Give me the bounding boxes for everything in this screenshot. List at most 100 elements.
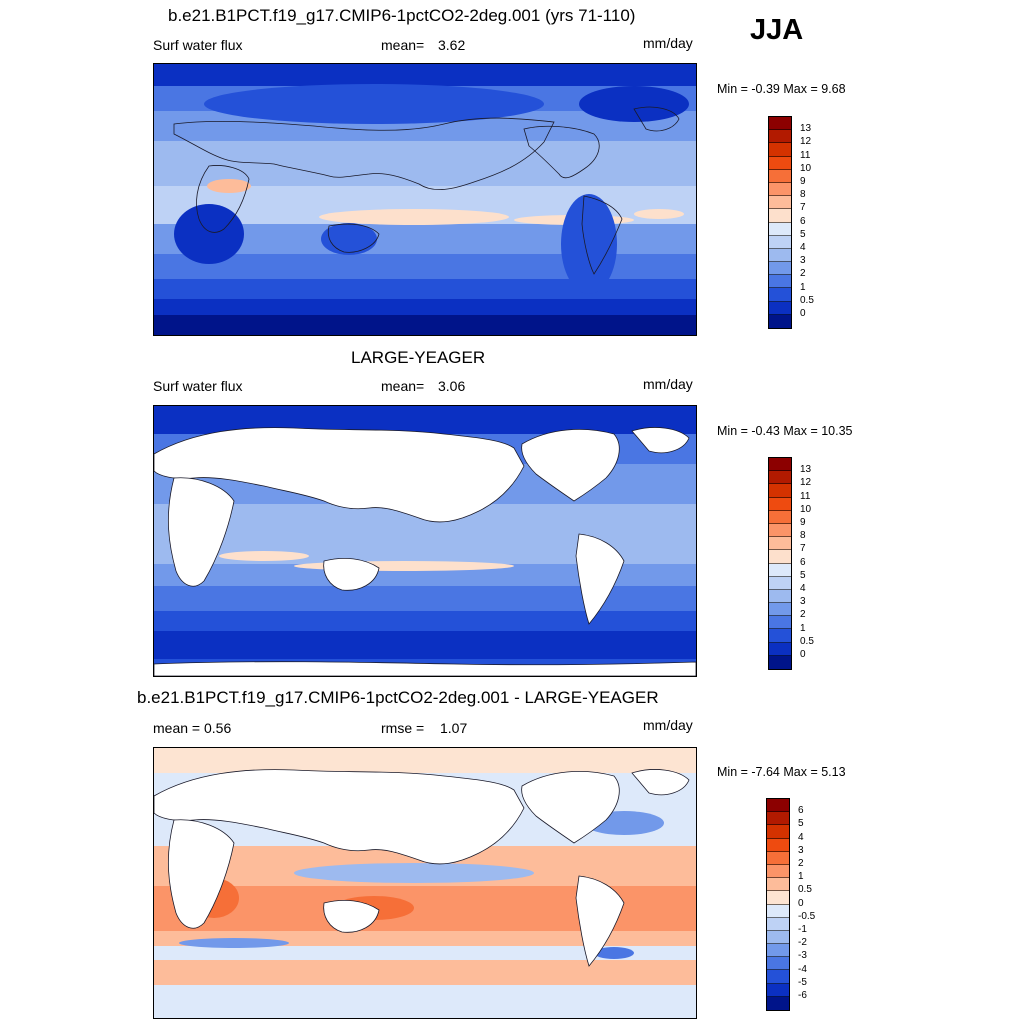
panel3-colorbar-box bbox=[767, 917, 789, 931]
panel1-colorbar-box bbox=[769, 169, 791, 183]
panel1-colorbar-box bbox=[769, 288, 791, 302]
panel2-colorbar bbox=[768, 457, 792, 670]
panel2-colorbar-box bbox=[769, 655, 791, 669]
panel3-colorbar-label: 0 bbox=[798, 897, 804, 909]
panel2-mean-value: 3.06 bbox=[438, 378, 466, 394]
panel3-colorbar-label: 2 bbox=[798, 858, 804, 869]
panel3-colorbar-label: 6 bbox=[798, 805, 804, 817]
panel2-colorbar-box bbox=[769, 523, 791, 538]
panel1-colorbar-box bbox=[769, 314, 791, 328]
panel1-colorbar-box bbox=[769, 222, 791, 236]
panel2-colorbar-label: 12 bbox=[800, 477, 812, 489]
panel3-colorbar-label: 1 bbox=[798, 871, 804, 883]
panel2-minmax: Min = -0.43 Max = 10.35 bbox=[717, 424, 853, 438]
panel3-rmse-value: 1.07 bbox=[440, 720, 468, 736]
panel2-colorbar-label: 9 bbox=[800, 517, 806, 528]
panel1-colorbar-label: 1 bbox=[800, 281, 806, 293]
panel3-colorbar bbox=[766, 798, 790, 1011]
panel1-colorbar-box bbox=[769, 275, 791, 289]
panel1-colorbar-label: 11 bbox=[800, 149, 811, 161]
panel2-variable-label: Surf water flux bbox=[153, 378, 243, 394]
panel1-colorbar-box bbox=[769, 209, 791, 223]
panel3-colorbar-box bbox=[767, 825, 789, 839]
panel1-mean-label: mean= bbox=[381, 37, 425, 53]
panel2-colorbar-box bbox=[769, 563, 791, 577]
panel2-colorbar-label: 0.5 bbox=[800, 635, 814, 647]
panel1-map-canvas bbox=[154, 64, 696, 335]
panel2-colorbar-box bbox=[769, 537, 791, 551]
panel2-colorbar-label: 11 bbox=[800, 490, 811, 502]
panel3-colorbar-box bbox=[767, 970, 789, 984]
panel1-title: b.e21.B1PCT.f19_g17.CMIP6-1pctCO2-2deg.0… bbox=[168, 6, 636, 25]
panel2-map-canvas bbox=[154, 406, 696, 676]
panel2-colorbar-box bbox=[769, 471, 791, 485]
panel3-colorbar-box bbox=[767, 864, 789, 879]
panel2-colorbar-label: 10 bbox=[800, 503, 812, 515]
panel1-units: mm/day bbox=[643, 35, 693, 51]
panel1-colorbar-label: 0 bbox=[800, 308, 806, 319]
panel2-colorbar-box bbox=[769, 616, 791, 630]
panel1-colorbar-label: 4 bbox=[800, 242, 806, 253]
panel2-colorbar-box bbox=[769, 497, 791, 511]
panel3-colorbar-box bbox=[767, 812, 789, 826]
panel1-colorbar-label: 5 bbox=[800, 228, 806, 240]
panel1-colorbar-label: 9 bbox=[800, 176, 806, 187]
panel2-colorbar-label: 13 bbox=[800, 464, 812, 476]
panel3-colorbar-box bbox=[767, 904, 789, 918]
panel1-colorbar-box bbox=[769, 156, 791, 170]
panel3-map bbox=[153, 747, 697, 1019]
panel2-colorbar-label: 6 bbox=[800, 556, 806, 568]
panel1-colorbar-box bbox=[769, 248, 791, 263]
panel2-colorbar-label: 0 bbox=[800, 649, 806, 660]
panel1-colorbar-box bbox=[769, 235, 791, 249]
panel1-colorbar-label: 12 bbox=[800, 136, 812, 148]
panel3-colorbar-label: 4 bbox=[798, 831, 804, 843]
panel3-colorbar-box bbox=[767, 996, 789, 1010]
panel3-map-canvas bbox=[154, 748, 696, 1018]
panel2-colorbar-box bbox=[769, 629, 791, 643]
panel2-map bbox=[153, 405, 697, 677]
panel3-colorbar-label: -6 bbox=[798, 990, 807, 1001]
panel3-colorbar-box bbox=[767, 944, 789, 958]
panel2-colorbar-label: 3 bbox=[800, 596, 806, 608]
panel1-colorbar-label: 6 bbox=[800, 215, 806, 227]
panel1-colorbar bbox=[768, 116, 792, 329]
panel2-title: LARGE-YEAGER bbox=[351, 348, 486, 367]
panel2-colorbar-label: 8 bbox=[800, 530, 806, 542]
panel2-colorbar-label: 7 bbox=[800, 543, 806, 555]
panel1-colorbar-box bbox=[769, 301, 791, 315]
panel2-colorbar-box bbox=[769, 510, 791, 524]
panel2-colorbar-box bbox=[769, 603, 791, 617]
panel3-units: mm/day bbox=[643, 717, 693, 733]
panel3-mean-label: mean = 0.56 bbox=[153, 720, 232, 736]
panel3-colorbar-label: -1 bbox=[798, 924, 807, 935]
panel1-colorbar-label: 8 bbox=[800, 189, 806, 201]
panel2-colorbar-label: 4 bbox=[800, 583, 806, 594]
panel1-minmax: Min = -0.39 Max = 9.68 bbox=[717, 82, 846, 96]
panel1-colorbar-box bbox=[769, 117, 791, 131]
panel2-colorbar-box bbox=[769, 550, 791, 564]
panel3-rmse-label: rmse = bbox=[381, 720, 425, 736]
panel2-colorbar-label: 1 bbox=[800, 622, 806, 634]
panel3-colorbar-box bbox=[767, 957, 789, 971]
panel3-colorbar-label: 5 bbox=[798, 818, 804, 830]
panel3-colorbar-label: -0.5 bbox=[798, 910, 816, 922]
panel1-mean-value: 3.62 bbox=[438, 37, 466, 53]
panel3-colorbar-label: -5 bbox=[798, 976, 807, 988]
panel1-map bbox=[153, 63, 697, 336]
panel3-colorbar-box bbox=[767, 851, 789, 865]
panel3-colorbar-label: -4 bbox=[798, 963, 807, 975]
panel1-colorbar-box bbox=[769, 262, 791, 276]
panel1-colorbar-box bbox=[769, 196, 791, 210]
panel3-colorbar-box bbox=[767, 878, 789, 892]
panel1-colorbar-label: 3 bbox=[800, 255, 806, 267]
panel2-colorbar-box bbox=[769, 458, 791, 472]
panel3-title: b.e21.B1PCT.f19_g17.CMIP6-1pctCO2-2deg.0… bbox=[137, 688, 659, 707]
panel1-colorbar-label: 7 bbox=[800, 202, 806, 214]
panel2-colorbar-label: 2 bbox=[800, 609, 806, 621]
panel2-colorbar-box bbox=[769, 484, 791, 498]
panel2-colorbar-box bbox=[769, 589, 791, 604]
panel3-colorbar-box bbox=[767, 930, 789, 945]
panel1-colorbar-box bbox=[769, 143, 791, 157]
panel3-colorbar-box bbox=[767, 799, 789, 813]
